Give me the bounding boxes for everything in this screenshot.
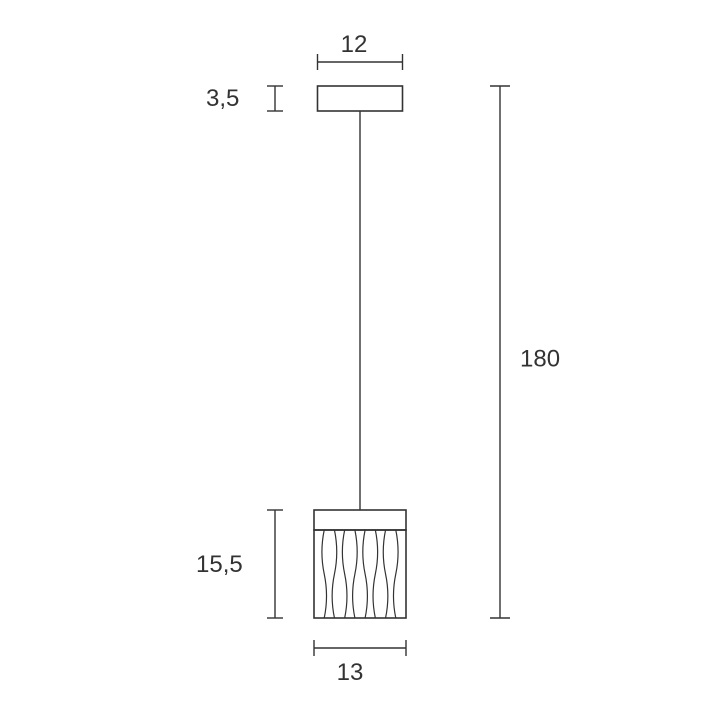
shade-top-band bbox=[314, 510, 406, 530]
dimension-drawing: 12 3,5 15,5 13 180 bbox=[0, 0, 720, 720]
dimension-bottom-width-label: 13 bbox=[337, 659, 364, 686]
dimension-overall-height bbox=[490, 86, 510, 618]
shade-wave-line bbox=[383, 530, 388, 618]
shade-wave-line bbox=[363, 530, 368, 618]
dimension-shade-height-label: 15,5 bbox=[196, 551, 243, 578]
shade-wave-line bbox=[342, 530, 347, 618]
shade-body-outline bbox=[314, 530, 406, 618]
dimension-top-width-label: 12 bbox=[341, 31, 368, 58]
shade-wave-line bbox=[322, 530, 327, 618]
dimension-canopy-height bbox=[267, 86, 283, 111]
shade-wave-line bbox=[393, 530, 398, 618]
dimension-bottom-width bbox=[314, 640, 406, 656]
dimension-overall-height-label: 180 bbox=[520, 345, 560, 372]
shade-wave-line bbox=[373, 530, 378, 618]
canopy bbox=[318, 86, 403, 111]
dimension-shade-height bbox=[267, 510, 283, 618]
shade-wave-pattern bbox=[322, 530, 398, 618]
shade-wave-line bbox=[353, 530, 358, 618]
dimension-canopy-height-label: 3,5 bbox=[206, 85, 239, 112]
shade-wave-line bbox=[332, 530, 337, 618]
